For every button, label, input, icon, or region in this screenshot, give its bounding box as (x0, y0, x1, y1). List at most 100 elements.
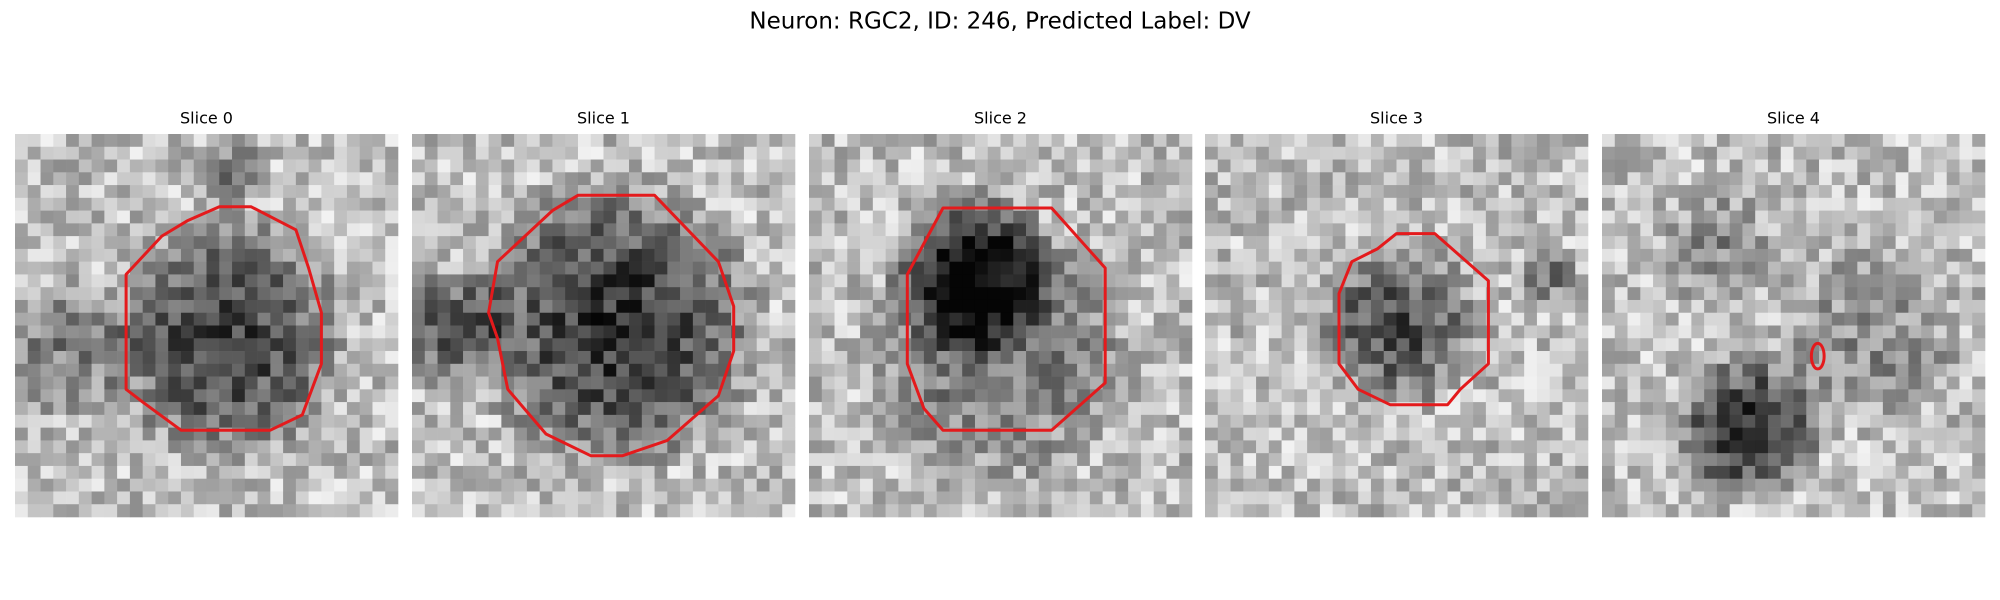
pixel (244, 134, 258, 148)
pixel (911, 159, 925, 173)
pixel (1780, 261, 1794, 275)
pixel (616, 159, 630, 173)
pixel (1524, 402, 1538, 416)
pixel (232, 491, 246, 505)
pixel (1473, 338, 1487, 352)
pixel (1908, 414, 1922, 428)
pixel (1640, 427, 1654, 441)
pixel (692, 414, 706, 428)
pixel (117, 427, 131, 441)
pixel (514, 427, 528, 441)
pixel (923, 134, 937, 148)
pixel (1000, 504, 1014, 518)
pixel (1140, 261, 1154, 275)
pixel (514, 210, 528, 224)
pixel (424, 427, 438, 441)
pixel (1870, 197, 1884, 211)
pixel (1665, 389, 1679, 403)
pixel (321, 325, 335, 339)
pixel (1946, 440, 1960, 454)
pixel (1627, 236, 1641, 250)
pixel (1511, 427, 1525, 441)
pixel (1460, 402, 1474, 416)
pixel (1959, 261, 1973, 275)
pixel (949, 210, 963, 224)
pixel (1294, 504, 1308, 518)
pixel (1857, 325, 1871, 339)
pixel (193, 414, 207, 428)
pixel (743, 440, 757, 454)
pixel (1230, 134, 1244, 148)
pixel (603, 351, 617, 365)
pixel (168, 338, 182, 352)
pixel (1678, 172, 1692, 186)
pixel (1575, 363, 1589, 377)
pixel (1691, 146, 1705, 160)
pixel (1409, 440, 1423, 454)
pixel (1614, 414, 1628, 428)
pixel (987, 223, 1001, 237)
pixel (1140, 389, 1154, 403)
pixel (1153, 248, 1167, 262)
pixel (283, 389, 297, 403)
pixel (1485, 389, 1499, 403)
pixel (1281, 376, 1295, 390)
pixel (1511, 402, 1525, 416)
pixel (346, 248, 360, 262)
pixel (53, 197, 67, 211)
pixel (117, 402, 131, 416)
pixel (1243, 376, 1257, 390)
pixel (270, 248, 284, 262)
pixel (1844, 338, 1858, 352)
pixel (923, 491, 937, 505)
pixel (565, 478, 579, 492)
pixel (1140, 440, 1154, 454)
pixel (450, 402, 464, 416)
pixel (1434, 134, 1448, 148)
pixel (385, 389, 399, 403)
pixel (1691, 325, 1705, 339)
pixel (1819, 376, 1833, 390)
pixel (193, 491, 207, 505)
pixel (1153, 440, 1167, 454)
pixel (1704, 197, 1718, 211)
pixel (104, 427, 118, 441)
pixel (1602, 325, 1616, 339)
pixel (91, 299, 105, 314)
pixel (539, 376, 553, 390)
pixel (155, 146, 169, 160)
pixel (104, 453, 118, 467)
pixel (450, 363, 464, 377)
pixel (321, 274, 335, 288)
pixel (1806, 376, 1820, 390)
pixel (1281, 197, 1295, 211)
pixel (1166, 248, 1180, 262)
pixel (1946, 185, 1960, 199)
pixel (1485, 172, 1499, 186)
pixel (424, 389, 438, 403)
pixel (603, 248, 617, 262)
pixel (1281, 453, 1295, 467)
pixel (641, 491, 655, 505)
pixel (1729, 325, 1743, 339)
pixel (270, 312, 284, 326)
pixel (53, 363, 67, 377)
pixel (1115, 504, 1129, 518)
pixel (1370, 299, 1385, 314)
pixel (1000, 210, 1014, 224)
pixel (1678, 414, 1692, 428)
pixel (1307, 453, 1321, 467)
pixel (437, 287, 451, 301)
pixel (641, 248, 655, 262)
pixel (450, 261, 464, 275)
pixel (1536, 491, 1550, 505)
pixel (1332, 236, 1346, 250)
pixel (1972, 223, 1986, 237)
pixel (1653, 478, 1667, 492)
pixel (629, 351, 643, 365)
pixel (654, 414, 668, 428)
pixel (1972, 312, 1986, 326)
pixel (641, 414, 655, 428)
pixel (1485, 376, 1499, 390)
pixel (1447, 299, 1461, 314)
